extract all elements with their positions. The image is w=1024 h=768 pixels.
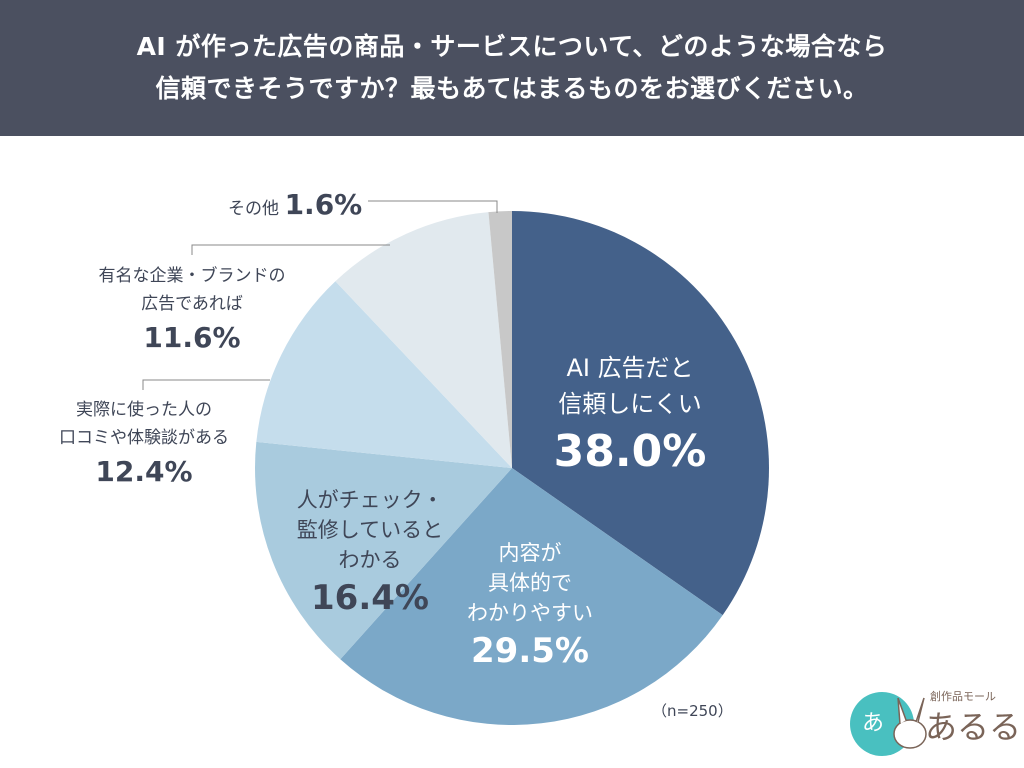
data-label: 12.4% bbox=[95, 455, 193, 488]
pie-slice-0 bbox=[512, 211, 769, 616]
title-line-1: AI が作った広告の商品・サービスについて、どのような場合なら bbox=[136, 32, 888, 61]
logo-name: あるる bbox=[925, 708, 1022, 746]
label-text: 内容が bbox=[498, 541, 562, 565]
label-supervised: 人がチェック・監修しているとわかる 16.4% bbox=[260, 485, 480, 621]
data-label: 11.6% bbox=[143, 321, 241, 354]
label-concrete: 内容が 具体的で わかりやすい 29.5% bbox=[420, 538, 640, 674]
pie-slice-3 bbox=[256, 281, 512, 468]
pie-slice-4 bbox=[335, 212, 512, 468]
label-reviews: 実際に使った人の 口コミや体験談がある 12.4% bbox=[24, 396, 264, 492]
sample-size-note: （n=250） bbox=[652, 702, 733, 720]
label-text: 具体的で bbox=[488, 571, 572, 595]
leader-line-other bbox=[368, 200, 498, 213]
logo-subtitle: 創作品モール bbox=[930, 690, 996, 703]
label-text: わかりやすい bbox=[467, 601, 593, 625]
data-label: 1.6% bbox=[284, 188, 363, 221]
pie-slice-2 bbox=[255, 441, 512, 660]
label-text: AI 広告だと bbox=[566, 354, 694, 382]
label-text: 広告であれば bbox=[141, 294, 243, 314]
label-text: 実際に使った人の bbox=[76, 400, 212, 420]
pie-slice-5 bbox=[488, 211, 512, 468]
data-label: 16.4% bbox=[311, 578, 429, 618]
label-text: 有名な企業・ブランドの bbox=[98, 266, 286, 286]
label-brand: 有名な企業・ブランドの 広告であれば 11.6% bbox=[72, 262, 312, 358]
label-other: その他 1.6% bbox=[228, 188, 362, 221]
label-hard-to-trust: AI 広告だと 信頼しにくい 38.0% bbox=[520, 350, 740, 482]
label-text: 口コミや体験談がある bbox=[59, 428, 229, 448]
label-text: 人がチェック・監修しているとわかる bbox=[296, 488, 444, 572]
label-text: その他 bbox=[228, 199, 279, 219]
logo: あ bbox=[850, 692, 927, 756]
svg-text:あ: あ bbox=[862, 711, 884, 736]
pie-slice-1 bbox=[340, 468, 723, 725]
leader-line-brand bbox=[191, 244, 390, 255]
chart-title: AI が作った広告の商品・サービスについて、どのような場合なら 信頼できそうです… bbox=[0, 0, 1024, 136]
data-label: 38.0% bbox=[553, 426, 707, 477]
leader-line-reviews bbox=[142, 379, 270, 390]
title-line-2: 信頼できそうですか？最もあてはまるものをお選びください。 bbox=[155, 74, 869, 103]
data-label: 29.5% bbox=[471, 631, 589, 671]
label-text: 信頼しにくい bbox=[558, 390, 702, 418]
